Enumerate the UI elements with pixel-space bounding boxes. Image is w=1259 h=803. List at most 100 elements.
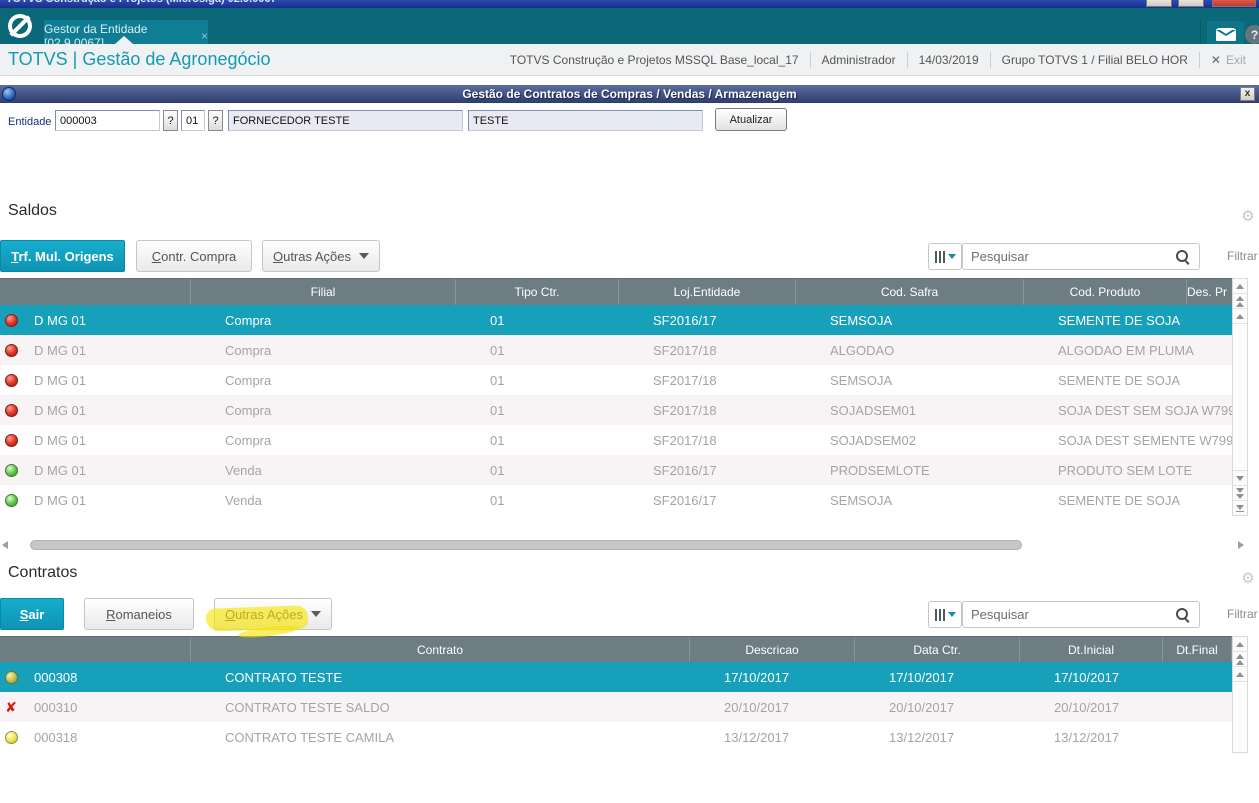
exit-button[interactable]: ✕ Exit xyxy=(1210,53,1246,67)
environment-label: TOTVS Construção e Projetos MSSQL Base_l… xyxy=(509,53,799,67)
table-row[interactable]: 000310 CONTRATO TESTE SALDO 20/10/2017 2… xyxy=(0,692,1232,722)
scroll-left-icon[interactable] xyxy=(2,541,8,549)
romaneios-button[interactable]: Romaneios xyxy=(84,598,194,630)
cell-safra: SF2017/18 xyxy=(653,372,717,388)
column-header[interactable]: Loj.Entidade xyxy=(619,279,796,305)
cell-loja: 01 xyxy=(490,462,505,478)
contr-compra-button[interactable]: Contr. Compra xyxy=(136,240,252,272)
column-header[interactable]: Dt.Inicial xyxy=(1020,637,1163,662)
table-row[interactable]: D MG 01 Venda 01 SF2016/17 PRODSEMLOTE P… xyxy=(0,455,1232,485)
column-header[interactable] xyxy=(0,279,191,305)
column-header[interactable]: Cod. Produto xyxy=(1024,279,1187,305)
status-icon xyxy=(4,343,18,357)
status-cell xyxy=(0,373,22,387)
column-header[interactable]: Cod. Safra xyxy=(796,279,1024,305)
cell-loja: 01 xyxy=(490,342,505,358)
tab-close-icon[interactable]: × xyxy=(200,29,208,43)
exit-x-icon: ✕ xyxy=(1210,53,1221,67)
column-header[interactable]: Descricao xyxy=(690,637,855,662)
column-header[interactable]: Contrato xyxy=(191,637,690,662)
column-header[interactable]: Filial xyxy=(191,279,456,305)
contratos-filter-link[interactable]: Filtrar xyxy=(1227,607,1258,621)
cell-produto: ALGODAO xyxy=(830,342,895,358)
saldos-grid-body: D MG 01 Compra 01 SF2016/17 SEMSOJA SEME… xyxy=(0,305,1232,515)
cell-tipo: Compra xyxy=(225,342,272,358)
branch-label: Grupo TOTVS 1 / Filial BELO HOR xyxy=(1001,53,1188,67)
dialog-close-button[interactable]: x xyxy=(1240,87,1255,101)
trf-mul-origens-button[interactable]: Trf. Mul. Origens xyxy=(0,240,125,272)
scroll-down-button[interactable] xyxy=(1233,470,1247,485)
saldos-outras-acoes-button[interactable]: Outras Ações xyxy=(262,240,380,272)
entity-store-lookup-button[interactable]: ? xyxy=(208,110,223,131)
status-icon xyxy=(4,730,18,744)
table-row[interactable]: 000318 CONTRATO TESTE CAMILA 13/12/2017 … xyxy=(0,722,1232,752)
entity-code-lookup-button[interactable]: ? xyxy=(163,110,178,131)
cell-filial: D MG 01 xyxy=(34,312,87,328)
horizontal-scroll-thumb[interactable] xyxy=(30,540,1022,550)
entity-name-field xyxy=(228,110,463,131)
sair-button[interactable]: Sair xyxy=(0,598,64,630)
table-row[interactable]: D MG 01 Venda 01 SF2016/17 SEMSOJA SEMEN… xyxy=(0,485,1232,515)
table-row[interactable]: D MG 01 Compra 01 SF2017/18 SOJADSEM01 S… xyxy=(0,395,1232,425)
contratos-search-input[interactable] xyxy=(971,605,1166,624)
saldos-vertical-scrollbar[interactable] xyxy=(1232,278,1248,516)
scroll-up-button[interactable] xyxy=(1233,637,1247,652)
scroll-pageup-button[interactable] xyxy=(1233,294,1247,309)
saldos-settings-gear-icon[interactable]: ⚙ xyxy=(1241,207,1255,225)
table-row[interactable]: D MG 01 Compra 01 SF2016/17 SEMSOJA SEME… xyxy=(0,305,1232,335)
table-row[interactable]: D MG 01 Compra 01 SF2017/18 ALGODAO ALGO… xyxy=(0,335,1232,365)
cell-descricao: ALGODAO EM PLUMA xyxy=(1058,342,1194,358)
column-header[interactable]: Dt.Final xyxy=(1163,637,1232,662)
scroll-up-button[interactable] xyxy=(1233,279,1247,294)
cell-produto: SOJADSEM01 xyxy=(830,402,916,418)
scroll-pagedown-button[interactable] xyxy=(1233,485,1247,500)
saldos-columns-button[interactable] xyxy=(928,243,962,270)
scroll-end-button[interactable] xyxy=(1233,500,1247,515)
search-icon[interactable] xyxy=(1175,607,1191,623)
status-icon xyxy=(4,463,18,477)
search-icon[interactable] xyxy=(1175,249,1191,265)
window-close-button[interactable] xyxy=(1212,0,1256,7)
os-window-title: TOTVS Construção e Projetos (Microsiga) … xyxy=(6,0,277,5)
scroll-pageup-button[interactable] xyxy=(1233,652,1247,667)
status-cell xyxy=(0,493,22,507)
cell-loja: 01 xyxy=(490,372,505,388)
status-icon xyxy=(4,313,18,327)
saldos-grid-header: Filial Tipo Ctr. Loj.Entidade Cod. Safra Cod… xyxy=(0,278,1232,305)
cell-dt-inicial: 13/12/2017 xyxy=(889,729,955,745)
table-row[interactable]: D MG 01 Compra 01 SF2017/18 SOJADSEM02 S… xyxy=(0,425,1232,455)
cell-loja: 01 xyxy=(490,312,505,328)
column-header[interactable]: Tipo Ctr. xyxy=(456,279,619,305)
cell-descricao: CONTRATO TESTE SALDO xyxy=(225,699,390,715)
chevron-down-icon xyxy=(947,612,956,617)
status-cell xyxy=(0,700,22,715)
scroll-right-icon[interactable] xyxy=(1238,541,1244,549)
entity-store-input[interactable] xyxy=(181,110,205,131)
contratos-grid-body: 000308 CONTRATO TESTE 17/10/2017 17/10/2… xyxy=(0,662,1232,752)
contratos-settings-gear-icon[interactable]: ⚙ xyxy=(1241,569,1255,587)
entity-code-input[interactable] xyxy=(55,110,160,131)
saldos-search-input[interactable] xyxy=(971,247,1166,266)
column-header[interactable] xyxy=(0,637,191,662)
window-minimize-button[interactable] xyxy=(1146,0,1172,7)
table-row[interactable]: D MG 01 Compra 01 SF2017/18 SEMSOJA SEME… xyxy=(0,365,1232,395)
column-header[interactable]: Data Ctr. xyxy=(855,637,1020,662)
saldos-filter-link[interactable]: Filtrar xyxy=(1227,249,1258,263)
mail-button[interactable] xyxy=(1207,21,1244,48)
column-header[interactable]: Des. Pr xyxy=(1186,285,1227,299)
refresh-button[interactable]: Atualizar xyxy=(715,108,787,131)
cell-dt-inicial: 17/10/2017 xyxy=(889,669,955,685)
window-maximize-button[interactable] xyxy=(1178,0,1204,7)
scroll-top-button[interactable] xyxy=(1233,667,1247,682)
contratos-columns-button[interactable] xyxy=(928,601,962,628)
cell-safra: SF2016/17 xyxy=(653,462,717,478)
totvs-logo-icon xyxy=(8,14,32,38)
help-button[interactable]: ? xyxy=(1245,25,1259,44)
table-row[interactable]: 000308 CONTRATO TESTE 17/10/2017 17/10/2… xyxy=(0,662,1232,692)
contratos-vertical-scrollbar[interactable] xyxy=(1232,636,1248,753)
cell-filial: D MG 01 xyxy=(34,402,87,418)
contratos-grid-header: Contrato Descricao Data Ctr. Dt.Inicial Dt.F… xyxy=(0,636,1232,662)
scroll-top-button[interactable] xyxy=(1233,309,1247,324)
cell-filial: D MG 01 xyxy=(34,432,87,448)
saldos-horizontal-scrollbar[interactable] xyxy=(0,538,1248,552)
